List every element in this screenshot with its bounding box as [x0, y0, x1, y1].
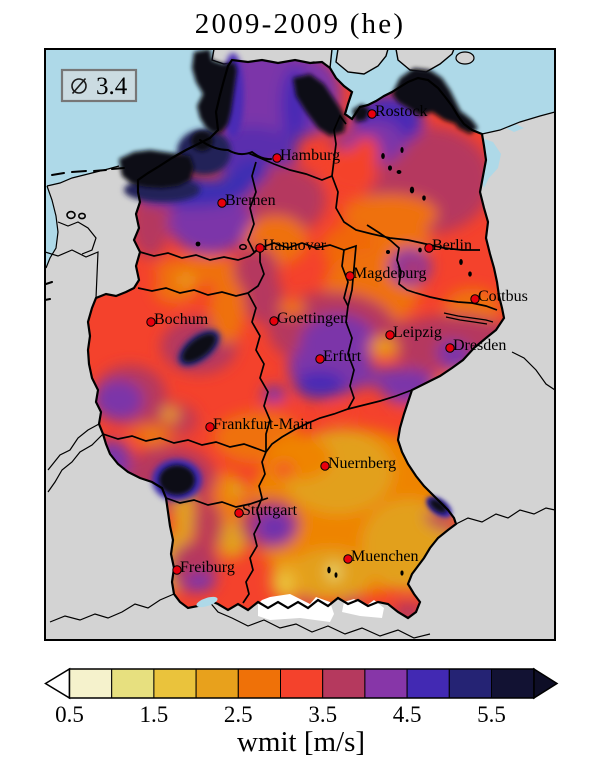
svg-text:Muenchen: Muenchen [351, 548, 419, 565]
svg-text:1.5: 1.5 [140, 702, 169, 727]
svg-text:Freiburg: Freiburg [180, 559, 235, 576]
svg-text:5.5: 5.5 [477, 702, 506, 727]
svg-text:Cottbus: Cottbus [478, 288, 528, 305]
svg-text:3.5: 3.5 [308, 702, 337, 727]
svg-text:Dresden: Dresden [453, 337, 506, 354]
svg-text:0.5: 0.5 [55, 702, 84, 727]
svg-text:wmit [m/s]: wmit [m/s] [237, 726, 365, 758]
svg-text:Goettingen: Goettingen [277, 310, 348, 327]
svg-text:Bremen: Bremen [225, 192, 276, 209]
svg-text:Nuernberg: Nuernberg [328, 455, 396, 472]
svg-text:Leipzig: Leipzig [393, 324, 442, 341]
svg-text:Hannover: Hannover [263, 237, 327, 254]
svg-text:Berlin: Berlin [432, 237, 472, 254]
svg-text:Bochum: Bochum [154, 311, 209, 328]
svg-text:2.5: 2.5 [224, 702, 253, 727]
svg-text:Rostock: Rostock [375, 103, 427, 120]
svg-text:Magdeburg: Magdeburg [353, 265, 426, 282]
svg-text:3.4: 3.4 [96, 73, 128, 100]
svg-text:Frankfurt-Main: Frankfurt-Main [213, 416, 313, 433]
svg-text:4.5: 4.5 [393, 702, 422, 727]
svg-text:Hamburg: Hamburg [280, 147, 340, 164]
svg-text:Stuttgart: Stuttgart [242, 502, 298, 519]
svg-text:Erfurt: Erfurt [323, 348, 362, 365]
